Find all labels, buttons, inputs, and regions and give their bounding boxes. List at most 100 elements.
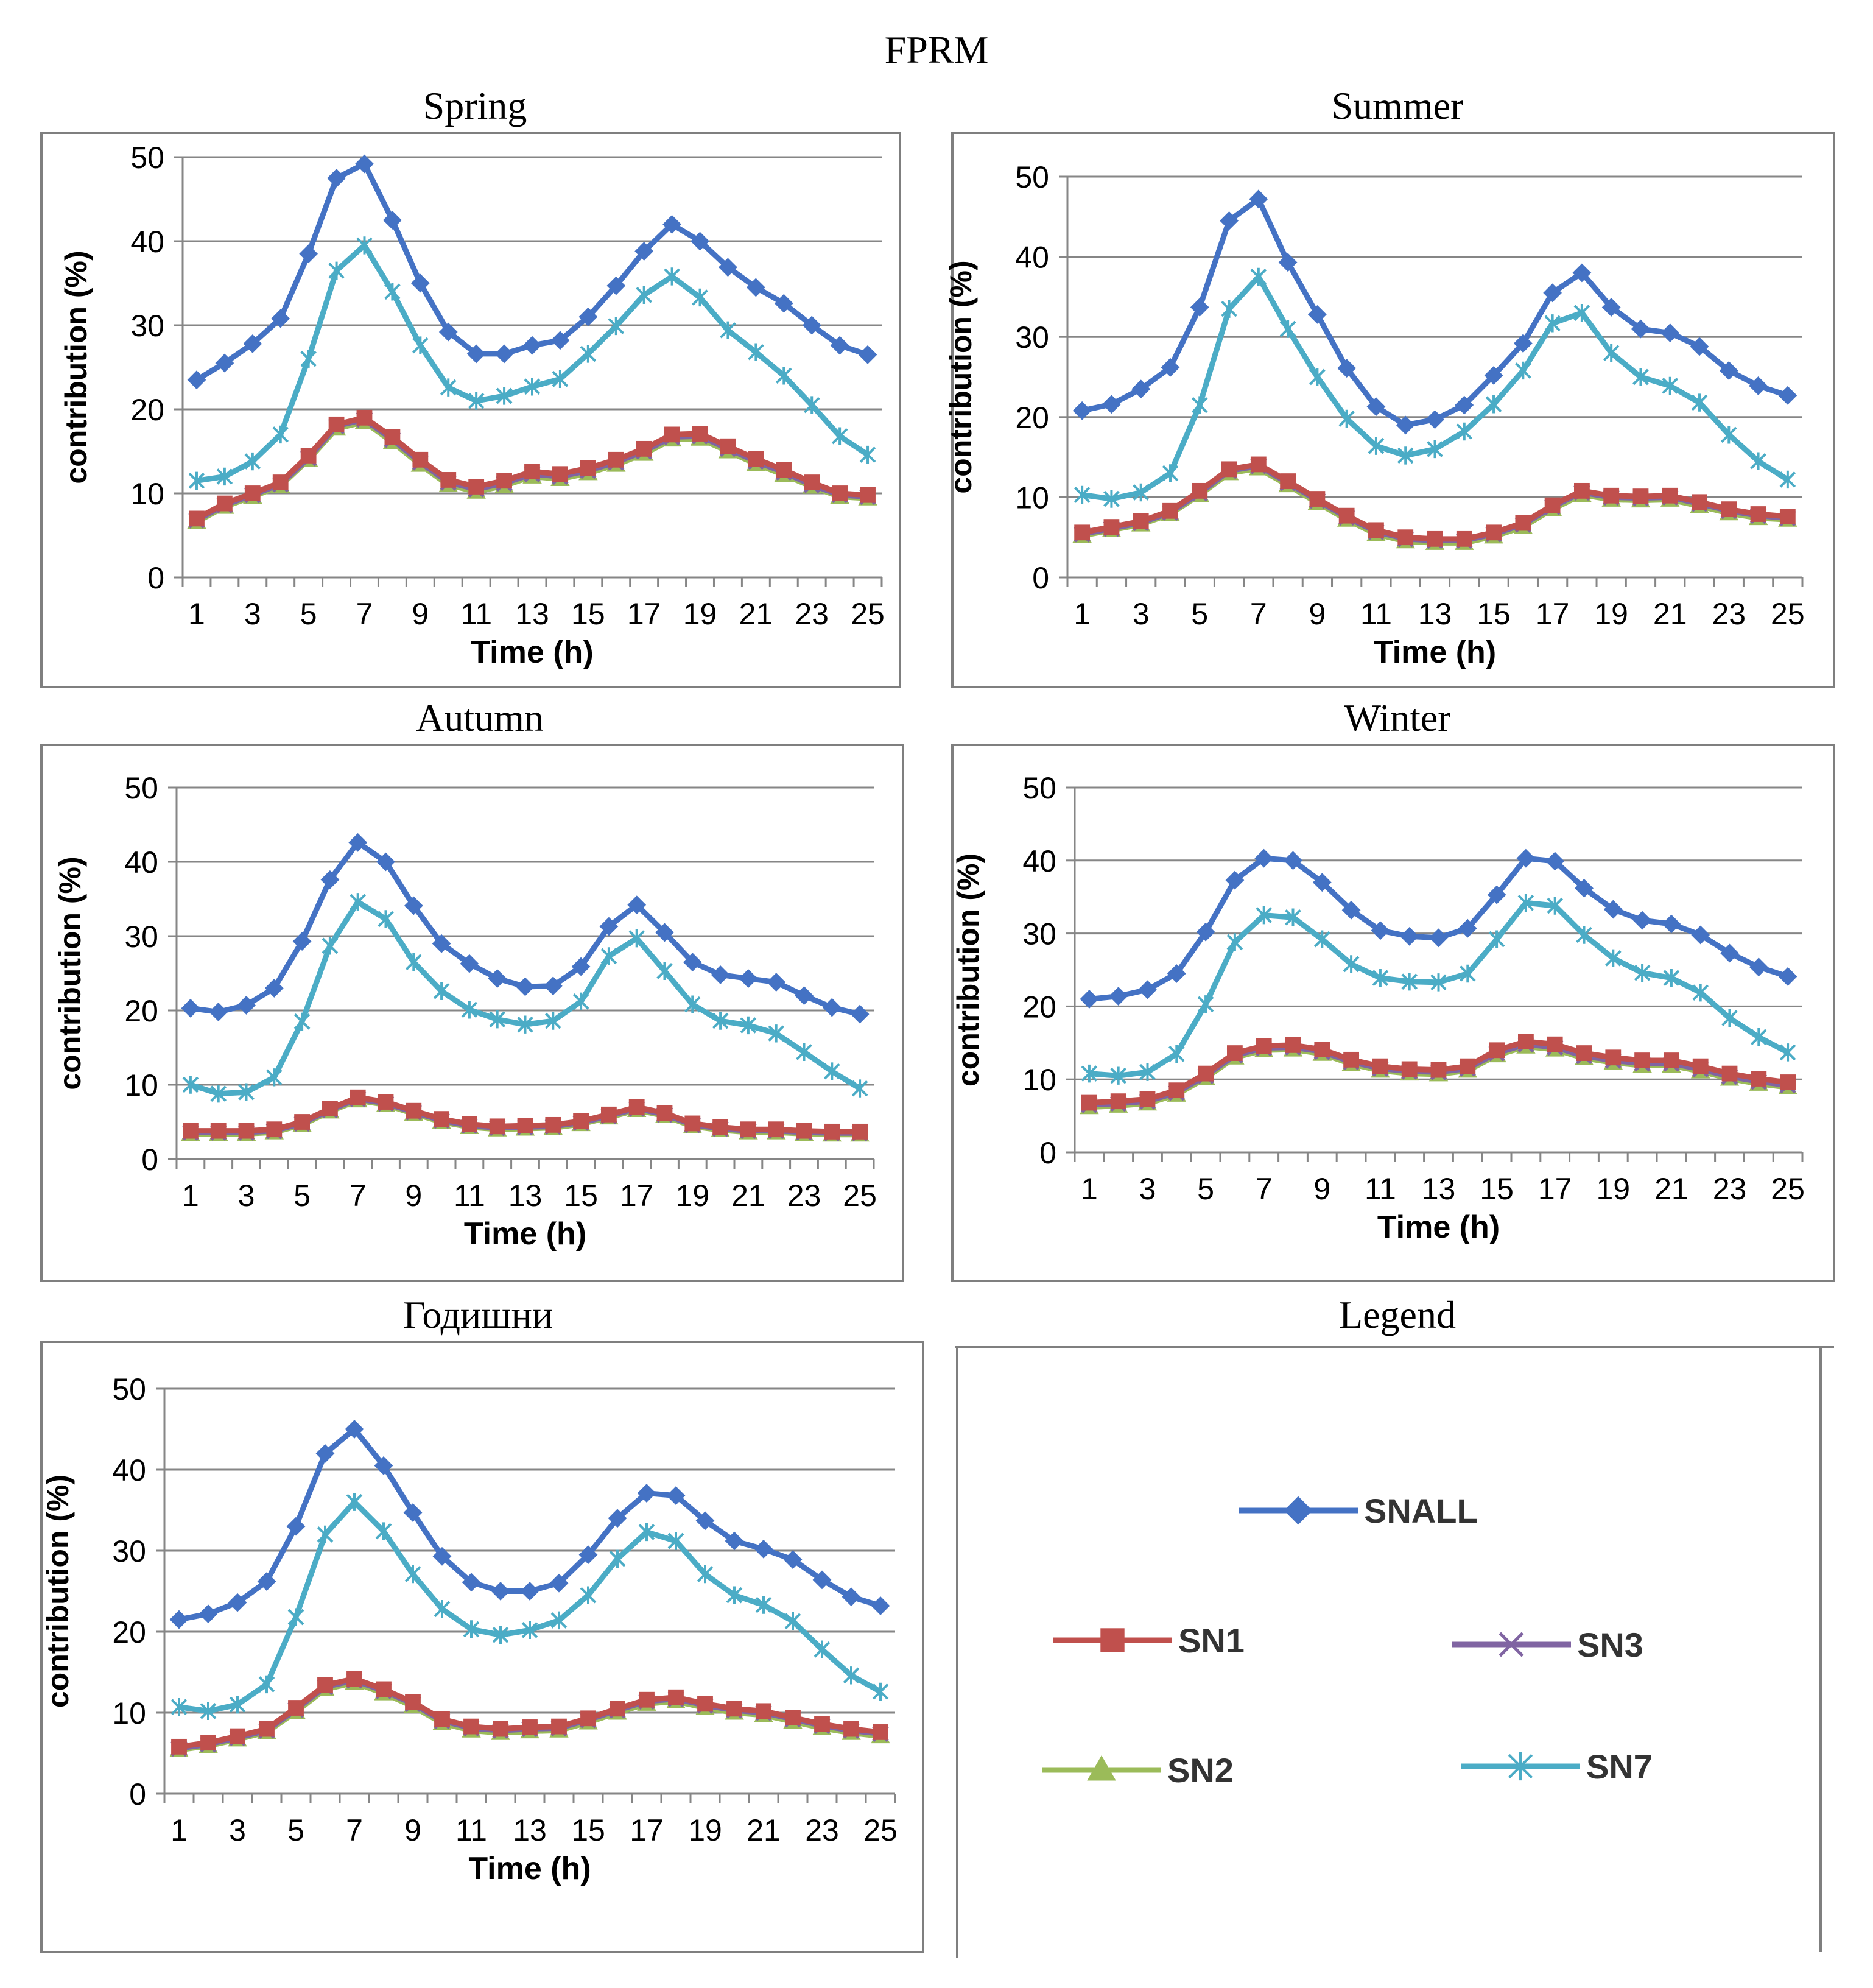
data-point-sn1 [183,1123,199,1139]
series-sn1-winter [1081,1034,1796,1111]
data-point-sn7 [521,1621,538,1640]
data-point-sn7 [1081,1064,1098,1083]
data-point-snall [1720,943,1739,963]
data-point-sn1 [1256,1038,1272,1054]
data-point-snall [1190,298,1209,317]
y-tick-label: 10 [1015,481,1049,515]
data-point-snall [1545,851,1565,871]
y-tick-label: 30 [1015,320,1049,354]
data-point-snall [1719,361,1738,380]
data-point-sn1 [1750,506,1766,522]
data-point-sn7 [1691,393,1708,412]
data-point-sn1 [1162,502,1178,519]
x-tick-label: 1 [1081,1172,1098,1206]
chart-title-spring: Spring [423,84,527,127]
data-point-sn7 [1103,490,1120,508]
data-point-sn1 [740,1121,756,1138]
chart-frame-winter [951,744,1835,1282]
y-tick-label: 20 [1015,401,1049,435]
data-point-sn1 [776,462,792,478]
data-point-snall [634,242,654,261]
data-point-sn1 [1574,482,1590,499]
data-point-sn1 [692,426,708,442]
data-point-snall [181,998,200,1018]
x-tick-label: 25 [1771,597,1805,631]
data-point-snall [739,969,758,988]
data-point-sn7 [580,345,597,363]
data-point-snall [187,370,206,390]
data-point-snall [522,336,542,355]
legend-entry-snall: SNALL [1239,1492,1478,1530]
data-point-snall [432,934,451,953]
data-point-snall [1278,253,1298,272]
data-point-snall [719,258,737,277]
data-point-snall [842,1587,861,1607]
data-point-sn7 [1576,926,1592,944]
data-point-sn1 [1662,487,1678,504]
data-point-sn7 [1720,426,1737,444]
data-point-snall [1458,918,1477,938]
data-point-sn7 [1197,995,1214,1013]
x-tick-label: 13 [515,597,549,631]
x-axis-title-summer: Time (h) [1374,635,1496,670]
data-point-sn7 [1632,368,1649,386]
data-point-sn1 [517,1118,533,1133]
y-tick-label: 0 [147,561,164,595]
data-point-sn7 [697,1565,714,1584]
data-point-snall [1572,263,1592,283]
legend-entry-sn2: SN2 [1042,1751,1234,1789]
data-point-snall [1575,878,1594,898]
data-point-snall [578,1545,598,1565]
x-tick-label: 13 [513,1813,547,1847]
data-point-snall [1161,358,1180,377]
data-point-sn1 [266,1121,283,1138]
data-point-snall [382,211,402,230]
data-point-sn7 [378,910,394,928]
x-tick-label: 19 [1594,597,1628,631]
data-point-snall [315,1443,335,1463]
data-point-sn1 [628,1099,645,1115]
data-point-sn7 [1285,908,1301,926]
data-point-snall [871,1596,890,1615]
x-tick-label: 1 [182,1179,199,1213]
x-tick-label: 7 [346,1813,363,1847]
data-point-sn7 [667,1532,684,1550]
data-point-sn7 [517,1015,533,1034]
data-point-sn1 [656,1105,673,1121]
data-point-snall [327,169,346,188]
data-point-sn1 [552,466,568,482]
legend-marker-sn7 [1508,1752,1533,1781]
data-point-sn7 [468,392,485,410]
data-point-sn7 [1721,1009,1738,1027]
x-tick-label: 11 [1360,597,1392,631]
data-point-sn1 [210,1123,227,1139]
data-point-snall [606,276,626,295]
data-point-sn7 [1692,983,1709,1002]
data-point-sn1 [1074,524,1091,541]
data-point-sn1 [608,451,624,468]
data-point-sn1 [1430,1062,1447,1078]
data-point-snall [264,978,284,998]
data-point-sn1 [1285,1037,1301,1053]
data-point-sn7 [1750,452,1766,470]
data-point-sn1 [189,510,205,527]
data-point-snall [1307,305,1327,324]
data-point-sn1 [1227,1045,1243,1061]
data-point-sn7 [755,1596,772,1614]
data-point-sn7 [608,317,625,336]
data-point-sn7 [265,1068,283,1087]
data-point-sn7 [1279,320,1296,338]
data-point-snall [228,1593,247,1612]
y-tick-label: 0 [129,1777,146,1811]
data-point-sn7 [1221,300,1237,318]
data-point-sn1 [814,1716,830,1732]
data-point-sn1 [1518,1034,1534,1049]
x-tick-label: 11 [460,597,492,631]
data-point-sn1 [1515,515,1531,531]
data-point-snall [822,998,842,1017]
data-point-snall [1249,189,1268,209]
data-point-sn7 [412,336,429,354]
y-tick-label: 0 [141,1143,158,1177]
